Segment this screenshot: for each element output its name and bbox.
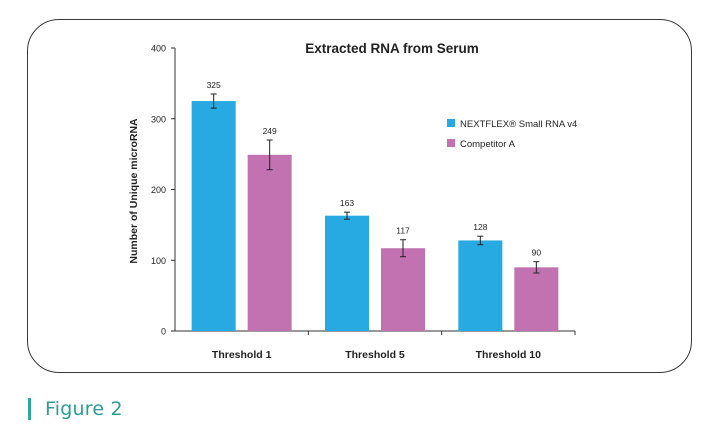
data-label: 249: [263, 126, 277, 136]
legend-swatch: [447, 119, 455, 127]
x-tick-label: Threshold 5: [345, 349, 405, 361]
x-tick-label: Threshold 1: [212, 349, 272, 361]
y-tick-label: 100: [151, 256, 166, 266]
legend-label: Competitor A: [460, 139, 516, 150]
bar: [325, 215, 369, 331]
x-tick-label: Threshold 10: [476, 349, 542, 361]
bar: [381, 248, 425, 331]
bar: [458, 240, 503, 331]
data-label: 163: [340, 198, 354, 208]
caption-accent-bar: [28, 398, 31, 420]
figure-caption: Figure 2: [28, 396, 123, 422]
legend-swatch: [447, 139, 455, 147]
bar: [247, 154, 292, 331]
y-tick-label: 400: [151, 44, 166, 54]
figure-caption-text: Figure 2: [45, 398, 123, 420]
chart-title: Extracted RNA from Serum: [305, 41, 479, 56]
bar: [514, 267, 559, 331]
data-label: 90: [532, 248, 542, 258]
y-tick-label: 0: [161, 327, 166, 337]
data-label: 117: [396, 226, 410, 236]
y-axis-label: Number of Unique microRNA: [128, 118, 140, 264]
bar: [191, 101, 236, 331]
y-tick-label: 200: [151, 185, 166, 195]
legend-label: NEXTFLEX® Small RNA v4: [460, 119, 577, 130]
data-label: 128: [473, 222, 487, 232]
y-tick-label: 300: [151, 114, 166, 124]
data-label: 325: [207, 80, 221, 90]
